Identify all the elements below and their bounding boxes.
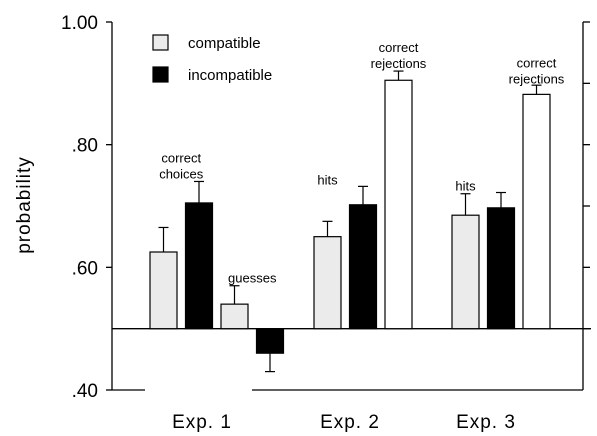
bar-compatible: [313, 236, 342, 330]
bar-annotation: correct: [161, 150, 201, 165]
x-group-label: Exp. 2: [320, 412, 380, 433]
bar-annotation: correct: [379, 40, 419, 55]
bar-annotation: hits: [317, 173, 338, 188]
bar-incompatible: [348, 204, 378, 330]
legend: compatible incompatible: [152, 34, 272, 84]
x-group-label: Exp. 3: [456, 412, 516, 433]
x-group-label: Exp. 1: [172, 412, 232, 433]
y-tick-label: .80: [72, 136, 98, 157]
bar-compatible: [220, 303, 249, 330]
bar-incompatible: [486, 207, 516, 330]
y-axis-label: probability: [14, 156, 35, 254]
bar-annotation: rejections: [509, 71, 565, 86]
bar-other: [384, 79, 413, 330]
bar-annotation: guesses: [228, 271, 277, 286]
y-tick-label: .60: [72, 258, 98, 279]
y-tick-label: 1.00: [61, 13, 98, 34]
bars: [149, 79, 551, 354]
legend-swatch: [152, 66, 169, 83]
bar-compatible: [149, 251, 178, 330]
axes: 1.00 .80 .60 .40 Exp. 1 Exp. 2 Exp. 3: [61, 13, 591, 433]
bar-incompatible: [255, 328, 285, 354]
error-bars: [158, 70, 542, 373]
bar-annotation: hits: [455, 179, 476, 194]
bar-annotation: choices: [159, 166, 204, 181]
bar-other: [522, 93, 551, 330]
bar-annotation: rejections: [371, 56, 427, 71]
bar-annotation: correct: [517, 55, 557, 70]
bar-incompatible: [184, 202, 214, 330]
legend-label: compatible: [188, 35, 261, 52]
legend-swatch: [152, 34, 169, 51]
annotations: correctchoicesguesseshitscorrectrejectio…: [159, 40, 565, 286]
legend-label: incompatible: [188, 67, 272, 84]
y-tick-label: .40: [72, 381, 98, 402]
bar-compatible: [451, 214, 480, 330]
